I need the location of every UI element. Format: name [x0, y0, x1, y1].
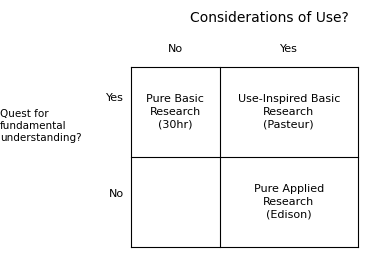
Text: Pure Applied
Research
(Edison): Pure Applied Research (Edison)	[254, 183, 324, 220]
Text: Yes: Yes	[280, 44, 298, 54]
Text: Quest for
fundamental
understanding?: Quest for fundamental understanding?	[0, 109, 82, 143]
Text: Pure Basic
Research
(30hr): Pure Basic Research (30hr)	[146, 94, 204, 130]
Text: Use-Inspired Basic
Research
(Pasteur): Use-Inspired Basic Research (Pasteur)	[238, 94, 340, 130]
Text: No: No	[108, 189, 124, 199]
Text: Yes: Yes	[106, 93, 124, 103]
Text: Considerations of Use?: Considerations of Use?	[190, 11, 349, 25]
Text: No: No	[168, 44, 183, 54]
